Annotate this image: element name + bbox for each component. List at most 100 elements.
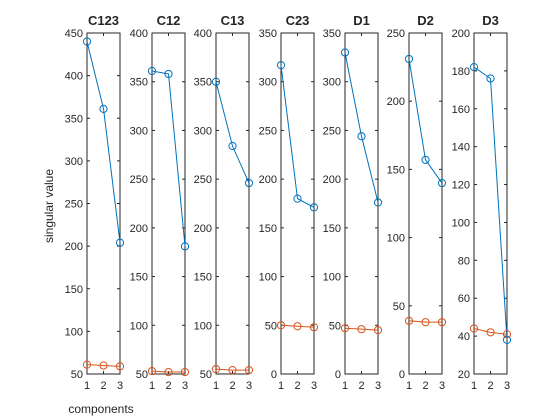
y-tick-label: 100 <box>387 233 405 245</box>
subplot-c13: C13 50 100 150 200 250 300 350 400 1 2 3 <box>194 13 254 392</box>
data-point <box>357 325 366 334</box>
subplot-title: C13 <box>221 13 245 28</box>
data-point <box>82 360 92 369</box>
data-point <box>469 324 479 333</box>
subplot-d2: D2 0 50 100 150 200 250 1 2 3 <box>387 13 447 392</box>
series-line-2 <box>151 370 185 373</box>
series-line-1 <box>215 81 250 184</box>
y-tick-label: 50 <box>329 320 341 332</box>
y-tick-label: 120 <box>452 180 470 192</box>
y-tick-label: 50 <box>200 369 212 381</box>
subplot-d3: D3 20 40 60 80 100 120 140 160 180 200 1 2 3 <box>452 13 512 392</box>
x-tick-label: 1 <box>342 380 348 392</box>
y-tick-label: 200 <box>130 223 148 235</box>
series-line-2 <box>344 327 379 331</box>
y-tick-label: 350 <box>130 77 148 89</box>
x-tick-label: 3 <box>504 380 510 392</box>
y-tick-label: 100 <box>130 320 148 332</box>
x-tick-label: 3 <box>439 380 445 392</box>
x-tick-label: 3 <box>311 380 317 392</box>
y-tick-label: 350 <box>259 28 277 40</box>
data-point <box>421 318 430 327</box>
y-tick-label: 60 <box>458 293 470 305</box>
series-line-1 <box>344 52 379 203</box>
data-point <box>147 66 157 76</box>
series-line-1 <box>473 66 508 340</box>
subplot-title: D2 <box>417 13 434 28</box>
y-tick-label: 300 <box>65 156 83 168</box>
x-tick-label: 2 <box>358 380 364 392</box>
data-point <box>309 323 319 332</box>
x-tick-label: 3 <box>375 380 381 392</box>
y-tick-label: 200 <box>194 223 212 235</box>
y-tick-label: 160 <box>452 104 470 116</box>
y-tick-label: 250 <box>65 199 83 211</box>
plot-box <box>215 32 250 375</box>
x-axis-label: components <box>68 402 133 416</box>
y-tick-label: 180 <box>452 66 470 78</box>
y-tick-label: 140 <box>452 142 470 154</box>
y-tick-label: 100 <box>452 217 470 229</box>
subplot-c123: C123 50 100 150 200 250 300 350 400 450 1 2 3 <box>65 13 125 392</box>
x-tick-label: 1 <box>471 380 477 392</box>
y-tick-label: 250 <box>387 28 405 40</box>
x-tick-label: 1 <box>84 380 90 392</box>
y-tick-label: 0 <box>335 369 341 381</box>
y-tick-label: 150 <box>323 223 341 235</box>
subplot-title: C12 <box>157 13 181 28</box>
y-tick-label: 150 <box>259 223 277 235</box>
y-tick-label: 150 <box>65 284 83 296</box>
y-tick-label: 150 <box>387 164 405 176</box>
data-point <box>373 326 383 335</box>
x-tick-label: 2 <box>229 380 235 392</box>
data-point <box>164 69 173 79</box>
series-line-1 <box>151 70 186 247</box>
data-point <box>276 321 286 330</box>
data-point <box>115 362 125 371</box>
data-point <box>228 366 237 375</box>
y-tick-label: 100 <box>323 272 341 284</box>
y-tick-label: 100 <box>65 326 83 338</box>
series-line-2 <box>408 320 442 323</box>
series-line-2 <box>473 328 508 335</box>
data-point <box>228 141 237 151</box>
y-tick-label: 400 <box>130 28 148 40</box>
y-tick-label: 20 <box>458 369 470 381</box>
y-tick-label: 200 <box>452 28 470 40</box>
data-point <box>244 366 254 375</box>
data-point <box>164 367 173 377</box>
data-point <box>180 242 190 251</box>
data-point <box>373 198 383 207</box>
data-point <box>211 365 221 374</box>
data-point <box>502 335 512 344</box>
y-tick-label: 200 <box>387 96 405 108</box>
data-point <box>293 194 302 203</box>
y-tick-label: 200 <box>65 241 83 253</box>
data-point <box>115 238 125 247</box>
data-point <box>180 367 190 377</box>
y-tick-label: 0 <box>399 369 405 381</box>
y-tick-label: 150 <box>130 272 148 284</box>
y-tick-label: 300 <box>130 125 148 137</box>
y-tick-label: 450 <box>65 28 83 40</box>
plot-box <box>151 32 186 375</box>
y-tick-label: 0 <box>271 369 277 381</box>
x-tick-label: 3 <box>117 380 123 392</box>
data-point <box>437 318 447 327</box>
x-tick-label: 2 <box>422 380 428 392</box>
x-tick-label: 2 <box>165 380 171 392</box>
subplot-title: C23 <box>286 13 310 28</box>
data-point <box>357 132 366 141</box>
series-line-2 <box>86 364 121 367</box>
y-tick-label: 50 <box>265 320 277 332</box>
data-point <box>469 63 479 72</box>
y-tick-label: 350 <box>323 28 341 40</box>
y-tick-label: 50 <box>136 369 148 381</box>
data-point <box>437 178 447 188</box>
x-tick-label: 3 <box>182 380 188 392</box>
x-tick-label: 2 <box>294 380 300 392</box>
x-tick-label: 1 <box>149 380 155 392</box>
y-axis-label: singular value <box>42 169 56 243</box>
